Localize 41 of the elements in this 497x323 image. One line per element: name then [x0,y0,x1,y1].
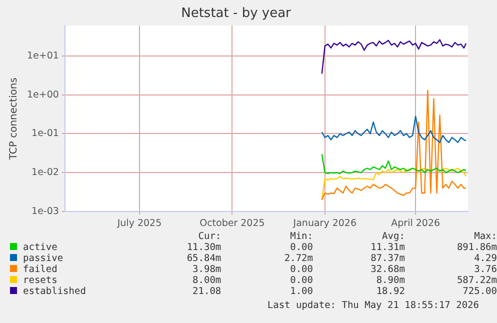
text: 0.00 [289,275,313,286]
y-axis-title: TCP connections [8,78,20,161]
legend-label: active [22,242,58,253]
x-tick-label: October 2025 [200,218,265,229]
x-tick-label: April 2026 [391,218,440,229]
text: 21.08 [192,286,222,297]
y-tick-label: 1e+00 [27,89,59,100]
y-tick-label: 1e-03 [32,206,59,218]
text: 2.72m [283,253,313,264]
text: Avg: [381,231,405,242]
text: 0.00 [289,242,313,253]
legend-label: resets [22,275,58,286]
y-tick-label: 1e-01 [32,128,59,140]
text: 0.00 [289,264,313,275]
legend-label: passive [22,253,64,264]
legend-label: established [22,286,87,297]
text: 11.31m [370,242,405,253]
text: 32.68m [370,264,405,275]
text: 8.90m [375,275,405,286]
text: 65.84m [186,253,222,264]
text: 8.00m [192,275,222,286]
text: 18.92 [375,286,405,297]
text: Max: [473,231,497,242]
text: Last update: Thu May 21 18:55:17 2026 [267,300,479,311]
text: 11.30m [186,242,222,253]
text: 87.37m [370,253,405,264]
text: 1.00 [289,286,313,297]
y-tick-label: 1e-02 [32,167,59,178]
y-tick-label: 1e+01 [27,50,59,62]
text: Cur: [197,231,222,242]
text: 587.22m [456,275,497,286]
chart-title: Netstat - by year [181,6,292,22]
text: Min: [289,231,313,242]
x-tick-label: July 2025 [116,218,162,229]
text: 3.98m [192,264,222,275]
text: 4.29 [473,253,497,264]
x-tick-label: January 2026 [292,218,357,229]
text: 891.86m [456,242,497,253]
text: 3.76 [473,264,497,275]
legend-label: failed [22,264,58,275]
text: 725.00 [462,286,497,297]
